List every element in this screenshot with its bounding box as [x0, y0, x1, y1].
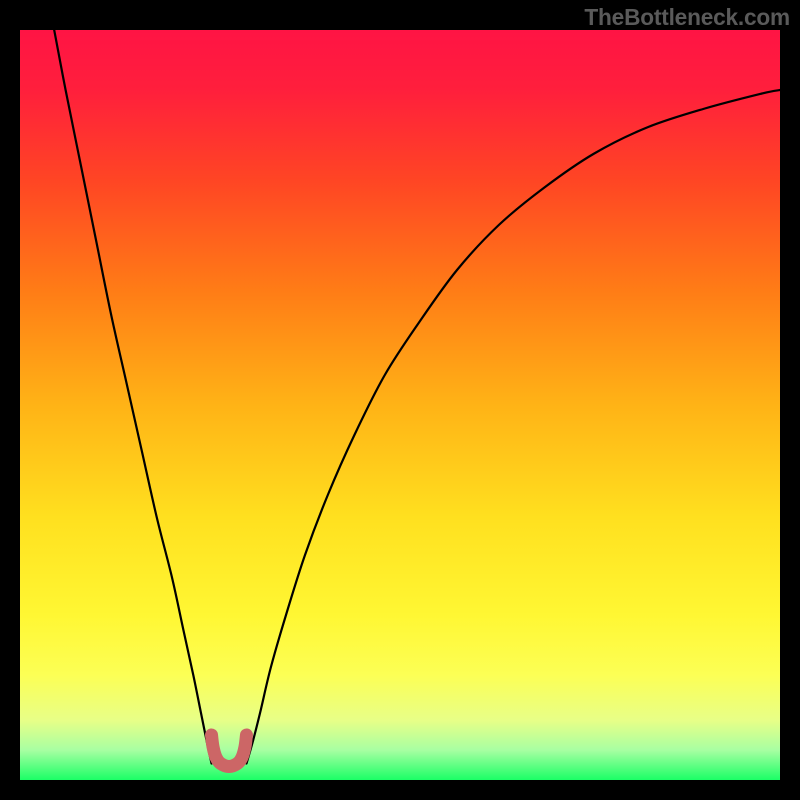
stage: TheBottleneck.com [0, 0, 800, 800]
curve-right-branch [246, 90, 780, 764]
watermark-text: TheBottleneck.com [584, 0, 800, 31]
bottleneck-curve-svg [20, 30, 780, 780]
plot-area [20, 30, 780, 780]
sweet-spot-u-marker [212, 735, 247, 767]
curve-left-branch [54, 30, 211, 764]
